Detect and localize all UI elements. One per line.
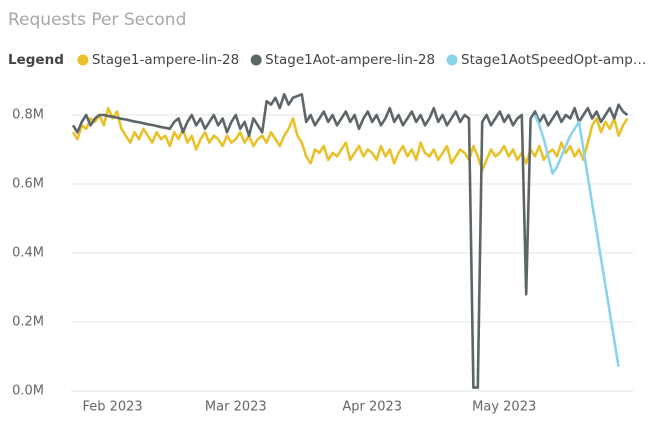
series-line xyxy=(71,106,629,172)
legend-title: Legend xyxy=(8,52,64,68)
legend-marker xyxy=(446,54,458,66)
legend-marker xyxy=(250,54,262,66)
legend-label: Stage1Aot-ampere-lin-28 xyxy=(265,52,435,68)
y-tick-label: 0.8M xyxy=(12,108,44,123)
series-line xyxy=(71,93,629,389)
y-tick-label: 0.2M xyxy=(12,315,44,330)
x-tick-label: May 2023 xyxy=(472,400,536,415)
x-tick-label: Apr 2023 xyxy=(342,400,402,415)
x-tick-label: Feb 2023 xyxy=(82,400,142,415)
legend-label: Stage1-ampere-lin-28 xyxy=(92,52,239,68)
chart-title: Requests Per Second xyxy=(8,10,186,30)
legend-marker xyxy=(77,54,89,66)
x-tick-label: Mar 2023 xyxy=(205,400,267,415)
y-tick-label: 0.0M xyxy=(12,384,44,399)
series-line xyxy=(533,114,620,368)
legend-label: Stage1AotSpeedOpt-amp… xyxy=(461,52,646,68)
y-tick-label: 0.6M xyxy=(12,177,44,192)
y-tick-label: 0.4M xyxy=(12,246,44,261)
